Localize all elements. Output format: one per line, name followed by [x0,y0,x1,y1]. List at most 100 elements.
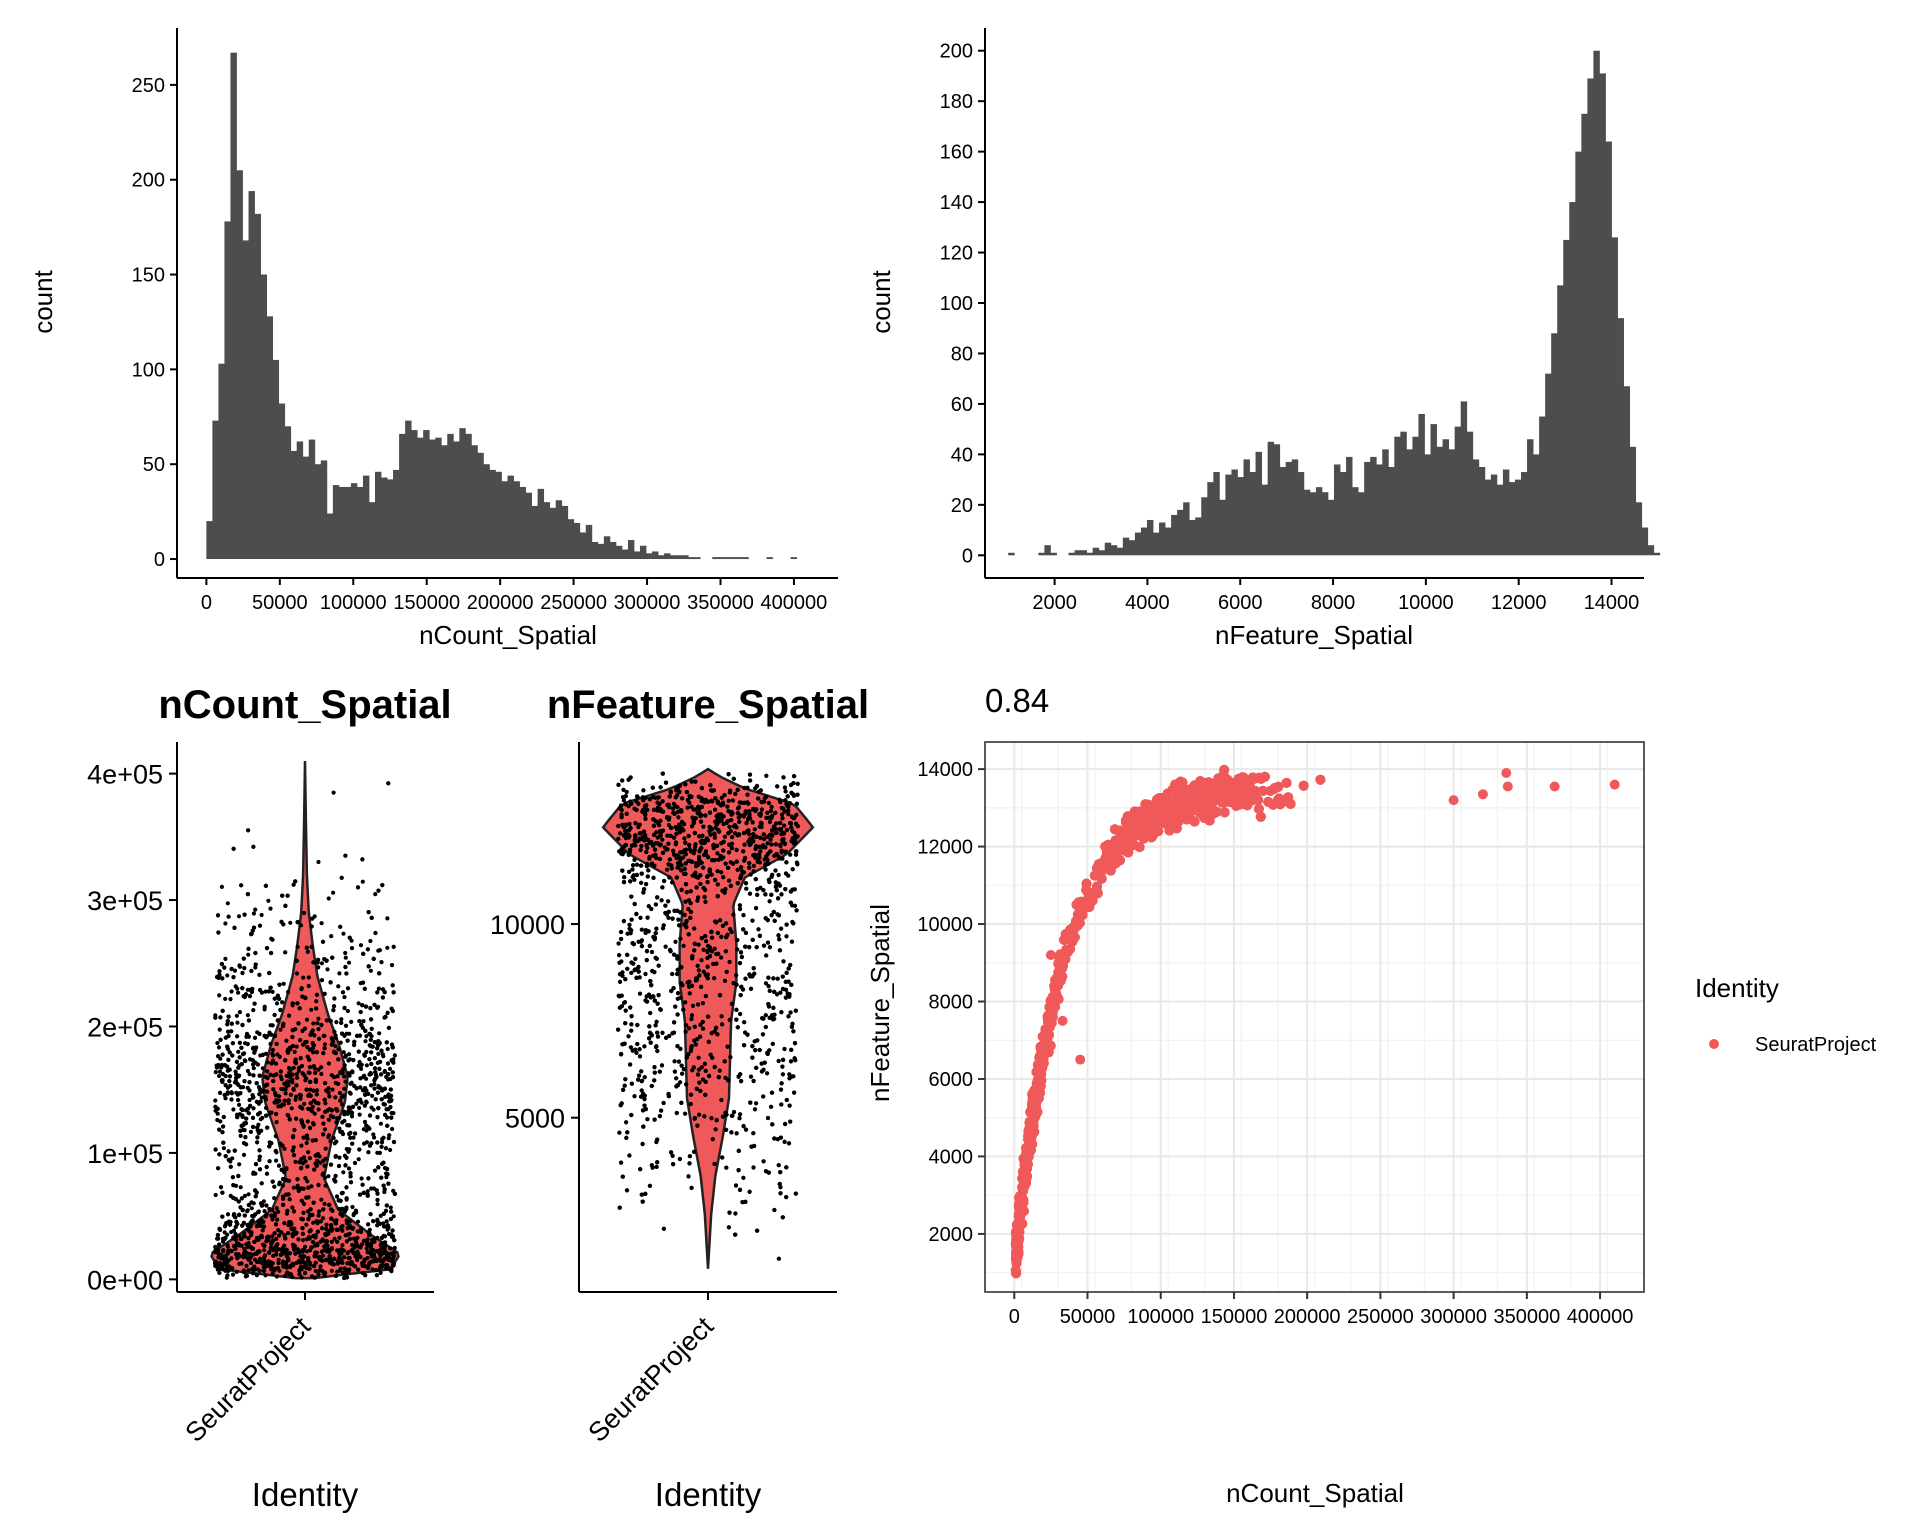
jitter-point [232,1148,237,1153]
jitter-point [348,1180,354,1185]
jitter-point [367,1243,372,1248]
jitter-point [367,1143,373,1148]
jitter-point [388,1087,393,1092]
jitter-point [266,898,271,903]
jitter-point [263,883,268,888]
jitter-point [274,1111,279,1117]
jitter-point [273,1061,278,1066]
jitter-point [344,1147,349,1152]
jitter-point [253,1194,258,1199]
jitter-point [294,1044,299,1049]
jitter-point [372,1066,378,1071]
jitter-point [346,1058,351,1063]
y-tick-label: 100 [940,293,973,315]
jitter-point [262,1243,267,1248]
jitter-point [242,1079,247,1084]
jitter-point [349,1111,355,1116]
hist-bar-1-49 [1303,489,1311,556]
panel-histogram-ncount: 0 50000 100000 150000 200000 250000 300000 3500… [28,28,838,650]
hist-bar-1-41 [1255,451,1262,556]
jitter-point [371,1252,376,1257]
hist-bar-1-64 [1394,436,1401,556]
jitter-point [241,956,246,961]
jitter-point [260,1052,265,1057]
jitter-point [245,1209,250,1214]
y-tick-label: 1e+05 [87,1139,163,1169]
jitter-point [283,950,288,955]
hist-bar-1-105 [1641,527,1649,556]
jitter-point [377,948,382,953]
jitter-point [274,1274,279,1279]
jitter-point [217,1069,223,1074]
jitter-point [289,1222,294,1227]
jitter-point [319,1065,324,1070]
jitter-point [272,1231,277,1236]
hist-bar-0-6 [242,240,249,560]
jitter-point [291,1245,297,1250]
jitter-point [363,1092,368,1097]
jitter-point [322,1033,327,1038]
y-tick-label: 2e+05 [87,1012,163,1042]
hist-bar-1-83 [1508,482,1516,556]
jitter-point [342,1255,347,1260]
jitter-point [230,1266,235,1271]
jitter-point [355,1219,361,1224]
jitter-point [248,1260,254,1266]
jitter-point [237,1162,242,1167]
hist-bar-1-92 [1563,239,1570,556]
jitter-point [369,1061,374,1067]
jitter-point [290,1205,295,1210]
y-tick-label: 60 [951,394,973,416]
jitter-point [280,1183,285,1188]
jitter-point [315,1021,320,1026]
jitter-point [301,1186,306,1191]
jitter-point [225,1091,230,1096]
hist-bar-1-68 [1418,414,1425,556]
jitter-point [362,1238,367,1243]
hist-bar-0-77 [670,555,677,560]
jitter-point [356,1098,361,1103]
jitter-point [264,1203,269,1208]
jitter-point [348,1171,353,1176]
jitter-point [273,1222,279,1227]
jitter-point [304,945,309,950]
hist-bar-0-5 [236,170,243,560]
jitter-point [270,1217,275,1222]
jitter-point [274,1206,279,1211]
jitter-point [313,1260,318,1265]
jitter-point [390,1070,395,1075]
jitter-point [358,1192,363,1197]
jitter-point [323,1175,328,1180]
jitter-point [234,1013,239,1018]
jitter-point [361,951,366,957]
jitter-point [264,1035,269,1040]
hist-bar-0-57 [549,507,557,560]
y-tick-label: 0 [962,545,973,567]
hist-bar-1-19 [1122,537,1130,556]
jitter-point [245,1068,250,1074]
jitter-point [303,1159,308,1164]
jitter-point [236,1091,241,1096]
jitter-point [339,875,344,880]
hist-bar-1-39 [1243,459,1250,556]
jitter-point [273,1266,278,1271]
hist-bar-0-76 [664,553,671,560]
jitter-point [240,1114,245,1119]
jitter-point [309,924,314,929]
jitter-point [297,1160,302,1165]
jitter-point [295,1247,300,1252]
y-tick-label: 100 [132,359,165,381]
jitter-point [291,1185,296,1190]
jitter-point [311,1021,316,1026]
jitter-point [216,1248,221,1253]
jitter-point [239,883,244,888]
jitter-point [368,968,373,973]
jitter-point [299,1198,304,1203]
jitter-point [247,1229,252,1234]
hist-bar-0-89 [742,557,749,560]
jitter-point [286,1231,291,1236]
jitter-point [300,1248,305,1253]
jitter-point [384,1203,389,1208]
jitter-point [253,1162,259,1167]
jitter-point [382,1187,387,1192]
